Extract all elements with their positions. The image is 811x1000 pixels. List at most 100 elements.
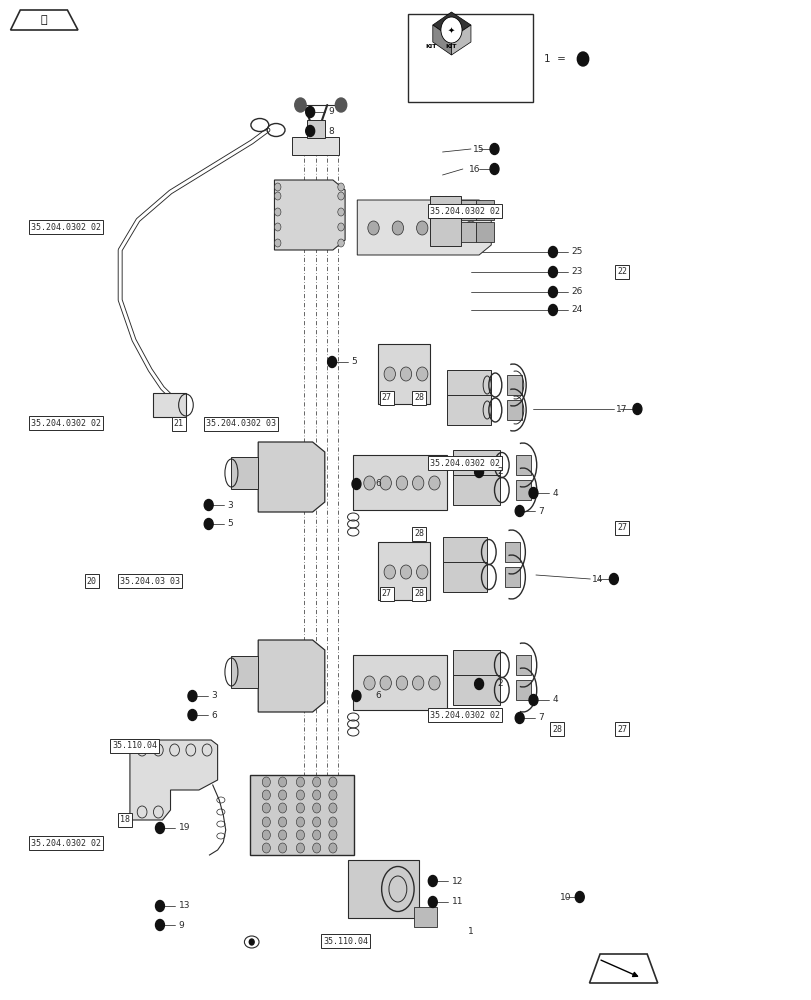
Text: 12: 12 <box>451 876 462 886</box>
Circle shape <box>489 143 498 154</box>
Text: 19: 19 <box>178 824 190 832</box>
Circle shape <box>305 106 314 117</box>
Text: 16: 16 <box>468 164 479 174</box>
FancyBboxPatch shape <box>377 344 430 404</box>
Circle shape <box>337 223 344 231</box>
FancyBboxPatch shape <box>453 475 500 505</box>
Circle shape <box>416 221 427 235</box>
FancyBboxPatch shape <box>446 370 491 400</box>
Circle shape <box>412 476 423 490</box>
Text: 35.110.04: 35.110.04 <box>323 936 367 946</box>
Circle shape <box>328 817 337 827</box>
Circle shape <box>312 817 320 827</box>
Circle shape <box>274 223 281 231</box>
FancyBboxPatch shape <box>507 375 521 395</box>
FancyBboxPatch shape <box>453 675 500 705</box>
Text: 6: 6 <box>375 480 380 488</box>
Text: 35.204.0302 02: 35.204.0302 02 <box>430 710 500 720</box>
Circle shape <box>274 192 281 200</box>
FancyBboxPatch shape <box>292 137 339 155</box>
Text: 20: 20 <box>87 576 97 585</box>
Text: 27: 27 <box>381 589 391 598</box>
FancyBboxPatch shape <box>231 656 258 688</box>
Circle shape <box>392 221 403 235</box>
FancyBboxPatch shape <box>461 200 475 220</box>
FancyBboxPatch shape <box>153 393 186 417</box>
Circle shape <box>296 830 304 840</box>
Circle shape <box>396 476 407 490</box>
Text: 35.110.04: 35.110.04 <box>112 742 157 750</box>
Circle shape <box>262 803 270 813</box>
Circle shape <box>514 506 524 516</box>
Text: 7: 7 <box>538 714 543 722</box>
Circle shape <box>351 479 361 489</box>
Circle shape <box>278 830 286 840</box>
FancyBboxPatch shape <box>453 650 500 680</box>
Circle shape <box>187 710 196 720</box>
Circle shape <box>305 125 314 136</box>
Circle shape <box>380 476 391 490</box>
Text: 22: 22 <box>616 267 626 276</box>
Circle shape <box>155 920 164 930</box>
Text: 25: 25 <box>571 247 582 256</box>
Text: 35.204.03 03: 35.204.03 03 <box>120 576 180 585</box>
Text: 27: 27 <box>616 524 626 532</box>
Circle shape <box>574 892 583 902</box>
FancyBboxPatch shape <box>353 455 446 510</box>
Circle shape <box>312 830 320 840</box>
FancyBboxPatch shape <box>516 480 530 500</box>
Circle shape <box>337 192 344 200</box>
Circle shape <box>489 163 498 174</box>
Circle shape <box>328 843 337 853</box>
Text: 35.204.0302 02: 35.204.0302 02 <box>31 418 101 428</box>
Circle shape <box>396 676 407 690</box>
Text: 6: 6 <box>211 710 217 720</box>
Circle shape <box>296 777 304 787</box>
Polygon shape <box>274 180 345 250</box>
Circle shape <box>328 830 337 840</box>
Circle shape <box>278 777 286 787</box>
FancyBboxPatch shape <box>516 655 530 675</box>
Circle shape <box>416 367 427 381</box>
Circle shape <box>363 476 375 490</box>
Text: 5: 5 <box>350 358 356 366</box>
Polygon shape <box>258 640 324 712</box>
Text: 1: 1 <box>467 928 473 936</box>
Circle shape <box>380 676 391 690</box>
FancyBboxPatch shape <box>475 222 493 242</box>
Circle shape <box>367 221 379 235</box>
Text: 1  =: 1 = <box>543 54 565 64</box>
Text: 5: 5 <box>227 520 233 528</box>
Text: 35.204.0302 02: 35.204.0302 02 <box>31 223 101 232</box>
Circle shape <box>155 822 164 834</box>
Text: 9: 9 <box>328 107 333 116</box>
FancyBboxPatch shape <box>442 537 487 567</box>
Text: 35.204.0302 02: 35.204.0302 02 <box>430 207 500 216</box>
FancyBboxPatch shape <box>347 860 418 918</box>
FancyBboxPatch shape <box>430 196 461 224</box>
Circle shape <box>278 843 286 853</box>
Circle shape <box>274 208 281 216</box>
Circle shape <box>384 367 395 381</box>
Circle shape <box>262 817 270 827</box>
Text: 4: 4 <box>551 488 557 497</box>
Text: ✋: ✋ <box>41 15 47 25</box>
FancyBboxPatch shape <box>353 655 446 710</box>
Text: 35.204.0302 02: 35.204.0302 02 <box>31 838 101 848</box>
Text: 15: 15 <box>472 144 483 153</box>
Circle shape <box>577 52 588 66</box>
Text: 7: 7 <box>538 506 543 516</box>
FancyBboxPatch shape <box>507 400 521 420</box>
Text: 18: 18 <box>120 816 130 824</box>
Text: 2: 2 <box>497 468 503 477</box>
Text: 14: 14 <box>591 574 603 584</box>
Text: 35.204.0302 03: 35.204.0302 03 <box>206 420 276 428</box>
Polygon shape <box>432 25 451 55</box>
Circle shape <box>428 896 436 908</box>
Circle shape <box>337 208 344 216</box>
FancyBboxPatch shape <box>461 222 475 242</box>
Text: 28: 28 <box>414 393 423 402</box>
Text: 24: 24 <box>571 306 582 314</box>
Circle shape <box>155 900 164 912</box>
Circle shape <box>312 843 320 853</box>
